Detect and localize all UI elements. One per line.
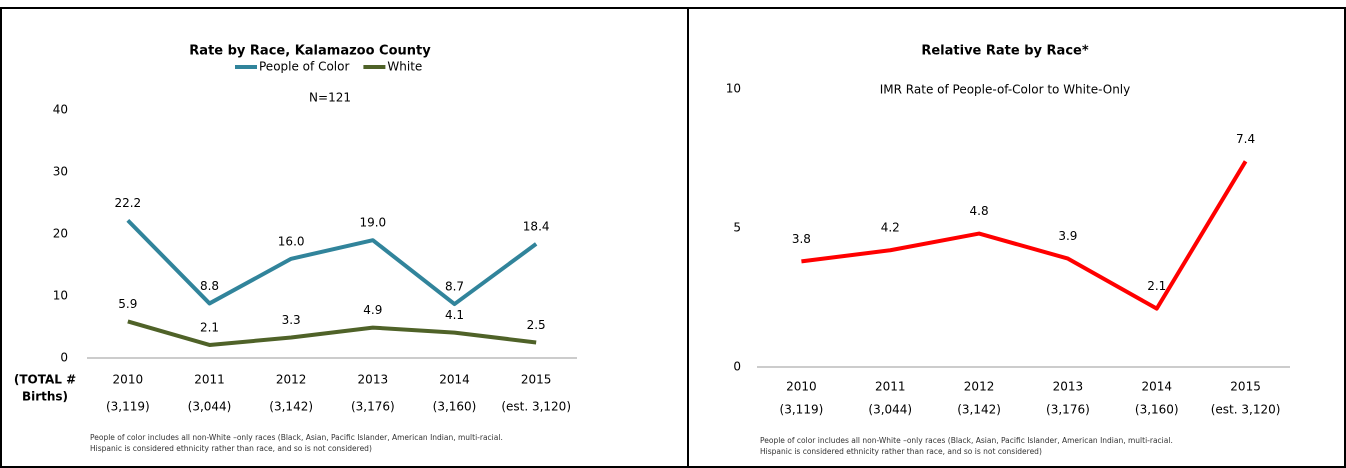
x-tick-label: 2010 xyxy=(113,373,144,387)
data-label: 2.5 xyxy=(527,318,546,332)
x-tick-label: 2014 xyxy=(1141,380,1172,394)
x-tick-label: 2013 xyxy=(1053,380,1084,394)
x-sublabel: (3,044) xyxy=(868,403,912,417)
y-tick-label: 20 xyxy=(53,227,68,241)
footnote: People of color includes all non-White –… xyxy=(760,436,1173,445)
footnote: People of color includes all non-White –… xyxy=(90,433,503,442)
y-tick-label: 0 xyxy=(60,351,68,365)
x-tick-label: 2014 xyxy=(439,373,470,387)
chart-title: Rate by Race, Kalamazoo County xyxy=(189,44,431,59)
y-tick-label: 30 xyxy=(53,165,68,179)
table-border xyxy=(0,7,1346,468)
row-label: (TOTAL # xyxy=(14,373,76,387)
x-sublabel: (3,142) xyxy=(269,400,313,414)
data-label: 4.1 xyxy=(445,308,464,322)
legend-label: White xyxy=(387,60,422,74)
x-sublabel: (3,176) xyxy=(1046,403,1090,417)
data-label: 2.1 xyxy=(200,320,219,334)
y-tick-label: 10 xyxy=(726,82,741,96)
data-label: 4.2 xyxy=(881,221,900,235)
y-tick-label: 0 xyxy=(733,360,741,374)
y-tick-label: 10 xyxy=(53,289,68,303)
x-sublabel: (3,119) xyxy=(780,403,824,417)
footnote: Hispanic is considered ethnicity rather … xyxy=(760,447,1042,456)
data-label: 7.4 xyxy=(1236,132,1255,146)
x-tick-label: 2011 xyxy=(875,380,906,394)
chart-title: Relative Rate by Race* xyxy=(921,44,1088,59)
x-sublabel: (est. 3,120) xyxy=(1211,403,1281,417)
data-label: 4.8 xyxy=(970,204,989,218)
data-line xyxy=(801,160,1248,311)
x-tick-label: 2015 xyxy=(1230,380,1261,394)
row-label: Births) xyxy=(22,390,68,404)
x-tick-label: 2015 xyxy=(521,373,552,387)
x-sublabel: (3,044) xyxy=(188,400,232,414)
y-tick-label: 5 xyxy=(733,221,741,235)
footnote: Hispanic is considered ethnicity rather … xyxy=(90,444,372,453)
x-tick-label: 2012 xyxy=(276,373,307,387)
x-tick-label: 2011 xyxy=(194,373,225,387)
data-label: 3.3 xyxy=(282,313,301,327)
data-label: 5.9 xyxy=(118,297,137,311)
data-label: 4.9 xyxy=(363,303,382,317)
data-label: 3.9 xyxy=(1058,229,1077,243)
x-sublabel: (est. 3,120) xyxy=(501,400,571,414)
annotation: N=121 xyxy=(309,91,351,105)
x-sublabel: (3,119) xyxy=(106,400,150,414)
data-line xyxy=(126,218,538,307)
x-sublabel: (3,160) xyxy=(433,400,477,414)
x-tick-label: 2012 xyxy=(964,380,995,394)
chart-subtitle: IMR Rate of People-of-Color to White-Onl… xyxy=(880,83,1130,97)
data-label: 22.2 xyxy=(114,196,141,210)
x-sublabel: (3,142) xyxy=(957,403,1001,417)
data-label: 19.0 xyxy=(359,216,386,230)
x-tick-label: 2010 xyxy=(786,380,817,394)
data-label: 2.1 xyxy=(1147,279,1166,293)
x-sublabel: (3,176) xyxy=(351,400,395,414)
x-tick-label: 2013 xyxy=(358,373,389,387)
data-line xyxy=(127,319,537,347)
legend-label: People of Color xyxy=(259,60,349,74)
data-label: 8.7 xyxy=(445,280,464,294)
data-label: 3.8 xyxy=(792,232,811,246)
data-label: 16.0 xyxy=(278,234,305,248)
data-label: 18.4 xyxy=(523,219,550,233)
x-sublabel: (3,160) xyxy=(1135,403,1179,417)
data-label: 8.8 xyxy=(200,279,219,293)
y-tick-label: 40 xyxy=(53,103,68,117)
